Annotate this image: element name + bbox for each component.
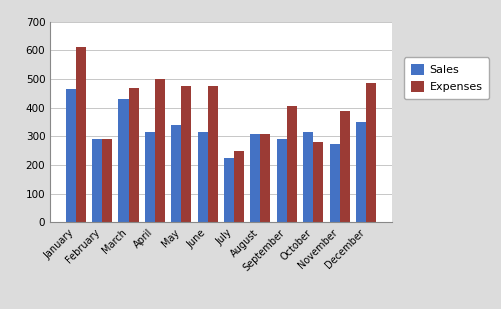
Bar: [145, 132, 155, 222]
Legend: Sales, Expenses: Sales, Expenses: [403, 57, 488, 99]
Bar: [260, 133, 270, 222]
Bar: [118, 99, 128, 222]
Bar: [223, 158, 233, 222]
Bar: [171, 125, 181, 222]
Bar: [303, 132, 313, 222]
Bar: [313, 142, 323, 222]
Bar: [128, 88, 138, 222]
Bar: [233, 151, 243, 222]
Bar: [365, 83, 375, 222]
Bar: [76, 48, 86, 222]
Bar: [207, 86, 217, 222]
Bar: [155, 79, 165, 222]
Bar: [92, 139, 102, 222]
Bar: [286, 106, 296, 222]
Bar: [197, 132, 207, 222]
Bar: [102, 139, 112, 222]
Bar: [355, 122, 365, 222]
Bar: [276, 139, 286, 222]
Bar: [181, 86, 191, 222]
Bar: [329, 144, 339, 222]
Bar: [339, 111, 349, 222]
Bar: [66, 89, 76, 222]
Bar: [250, 133, 260, 222]
